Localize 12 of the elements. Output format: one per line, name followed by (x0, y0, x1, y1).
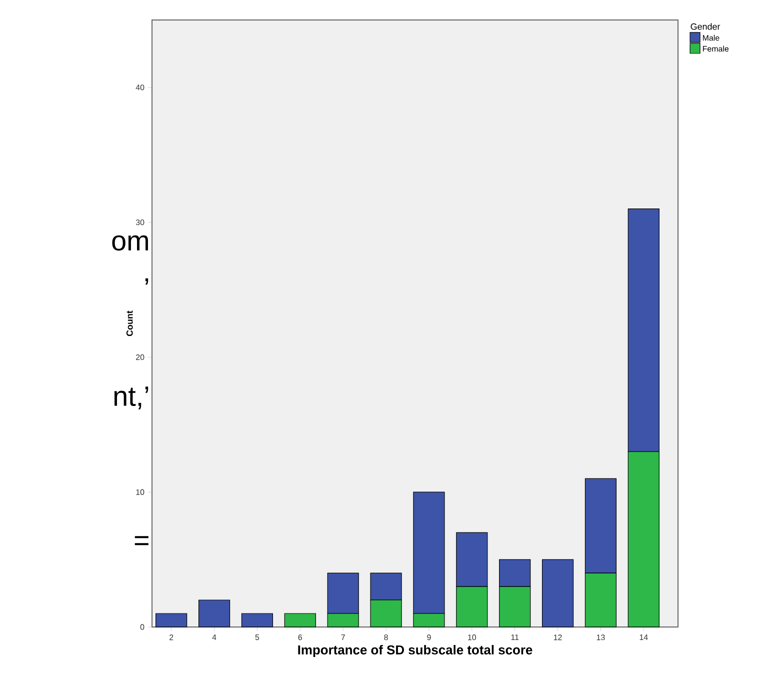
text: om (112, 235, 148, 251)
x-axis-title: Importance of SD subscale total score (298, 644, 532, 658)
text: nt,’ (114, 386, 148, 410)
bar (241, 613, 274, 628)
bar (198, 600, 230, 628)
bar (542, 559, 574, 628)
text: ’ (145, 278, 148, 285)
bar (156, 613, 188, 628)
y-axis-title: Count (126, 310, 133, 336)
legend-title: Gender (690, 23, 720, 30)
text: = (134, 536, 148, 546)
bar (284, 613, 316, 628)
